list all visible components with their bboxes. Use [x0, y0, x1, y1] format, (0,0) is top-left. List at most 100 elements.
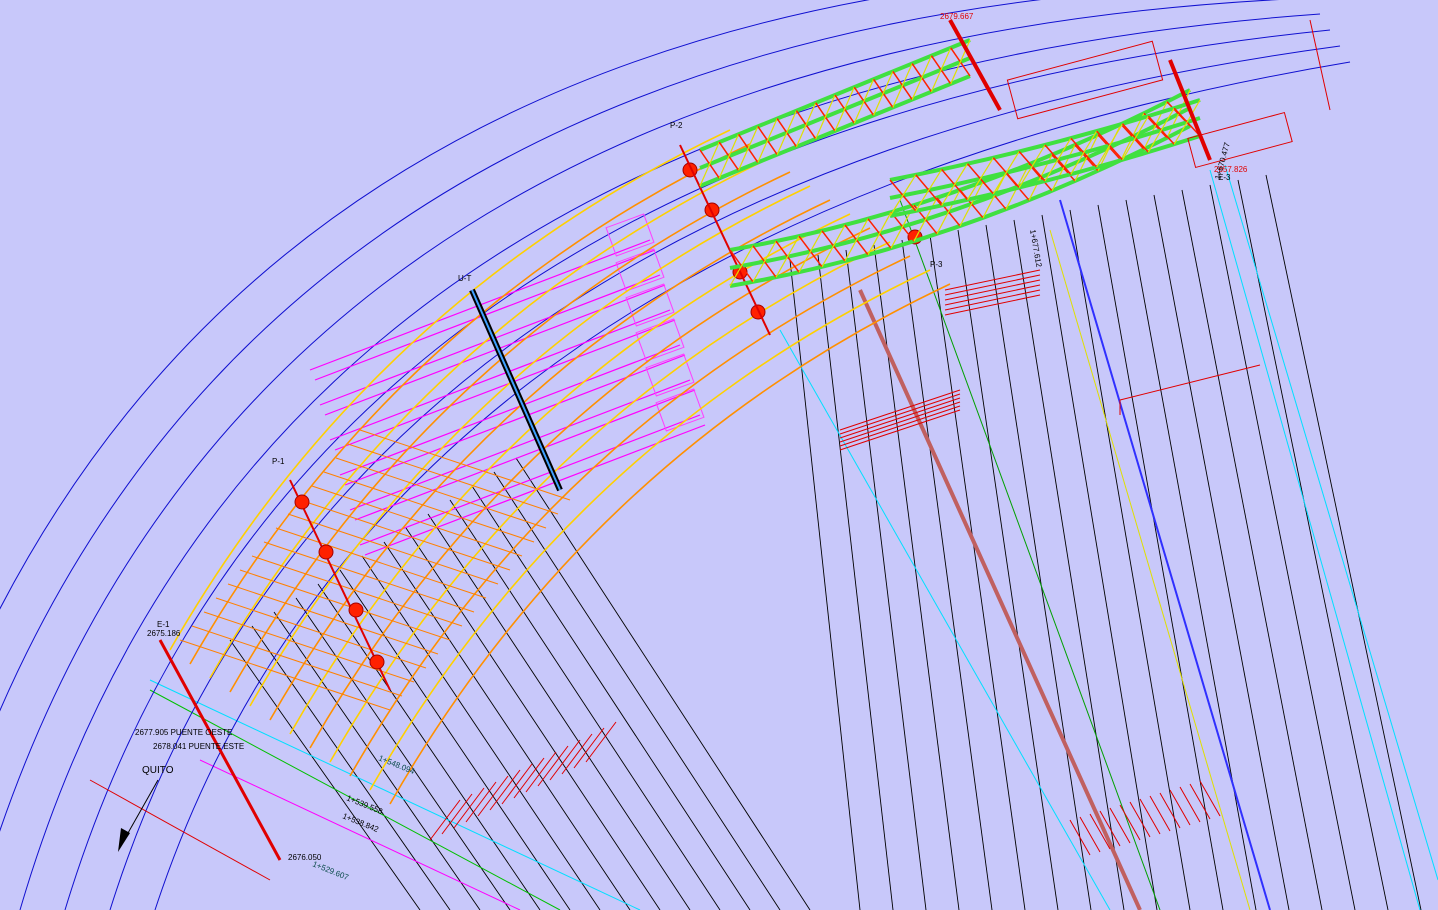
hatch	[1129, 801, 1151, 838]
alignment-line	[295, 597, 511, 910]
cross-beam	[275, 527, 487, 599]
alignment-line	[1153, 194, 1290, 910]
alignment-line	[1181, 189, 1323, 910]
hatch	[1179, 786, 1201, 823]
pier-label: U-T	[458, 274, 471, 283]
elevation-label: 2677.905 PUENTE OESTE	[135, 728, 232, 737]
hatch	[1159, 792, 1181, 829]
line	[779, 329, 1111, 910]
hatch	[839, 389, 961, 431]
alignment-line	[985, 224, 1092, 910]
truss-chord	[889, 116, 1201, 200]
line	[1309, 19, 1331, 111]
hatch	[944, 269, 1041, 291]
north-arrow	[118, 779, 159, 852]
hatch	[1169, 789, 1191, 826]
truss-diagonal	[853, 79, 875, 124]
cross-beam	[191, 625, 403, 697]
hatch	[561, 733, 593, 775]
truss-diagonal	[757, 118, 778, 163]
truss-diagonal	[936, 189, 961, 235]
line	[149, 689, 561, 910]
girder	[349, 255, 911, 777]
pier-label: P-2	[670, 121, 683, 130]
alignment-line	[929, 234, 1026, 910]
pile	[348, 602, 364, 618]
elevation-label: 2675.186	[147, 629, 181, 638]
truss-diagonal	[892, 63, 913, 108]
hatch	[1079, 816, 1101, 853]
cross-beam	[203, 611, 415, 683]
hatch	[1099, 810, 1121, 847]
beam	[329, 309, 671, 441]
pile	[318, 544, 334, 560]
truss-diagonal	[775, 235, 800, 278]
truss-diagonal	[930, 47, 952, 92]
road-edge	[0, 0, 1042, 712]
alignment-line	[493, 471, 781, 910]
line	[89, 779, 271, 881]
line	[199, 759, 521, 910]
cross-beam	[263, 541, 475, 613]
beam-block	[655, 388, 705, 432]
arrow-head	[118, 828, 130, 852]
line	[1224, 164, 1438, 881]
cross-beam	[287, 513, 499, 585]
beam	[354, 389, 696, 521]
beam-block	[615, 248, 665, 292]
truss-diagonal	[889, 174, 917, 217]
hatch	[1089, 813, 1111, 850]
pier	[289, 479, 391, 691]
pier	[679, 144, 771, 336]
road-edge	[154, 61, 1351, 910]
alignment-line	[1041, 214, 1158, 910]
elevation-label: 2679.667	[940, 12, 974, 21]
beam	[319, 274, 661, 406]
hatch	[839, 409, 961, 451]
pile	[369, 654, 385, 670]
hatch	[1109, 807, 1131, 844]
hatch	[944, 284, 1041, 306]
truss-diagonal	[776, 110, 797, 155]
alignment-line	[449, 499, 721, 910]
hatch	[489, 769, 521, 811]
cross-beam	[215, 597, 427, 669]
truss-diagonal	[844, 218, 869, 262]
alignment-line	[471, 485, 751, 910]
abutment-label: E-3	[1218, 173, 1231, 182]
truss-diagonal	[992, 151, 1020, 195]
alignment-line	[317, 583, 541, 910]
truss-diagonal	[1044, 137, 1072, 182]
alignment-line	[273, 611, 481, 910]
hatch	[1069, 819, 1091, 856]
bent	[471, 289, 561, 491]
cross-beam	[239, 569, 451, 641]
girder	[209, 157, 771, 679]
cross-beam	[323, 471, 535, 543]
cross-beam	[179, 639, 391, 711]
alignment-line	[251, 625, 451, 910]
abutment-label: E-1	[157, 620, 170, 629]
girder	[329, 241, 891, 763]
hatch	[839, 393, 961, 435]
truss-diagonal	[873, 71, 894, 116]
beam-block	[625, 283, 675, 327]
alignment-line	[383, 541, 631, 910]
hatch	[477, 775, 509, 817]
alignment-line	[1013, 219, 1125, 910]
hatch	[501, 763, 533, 805]
alignment-line	[901, 239, 993, 910]
hatch	[944, 289, 1041, 311]
truss-diagonal	[1051, 144, 1076, 192]
pile	[704, 202, 720, 218]
cross-beam	[311, 485, 523, 557]
hatch	[453, 787, 485, 829]
alignment-line	[845, 249, 927, 910]
elevation-label: 2676.050	[288, 853, 322, 862]
truss-diagonal	[729, 245, 754, 287]
abutment	[948, 19, 1002, 111]
hatch	[537, 745, 569, 787]
cross-beam	[299, 499, 511, 571]
